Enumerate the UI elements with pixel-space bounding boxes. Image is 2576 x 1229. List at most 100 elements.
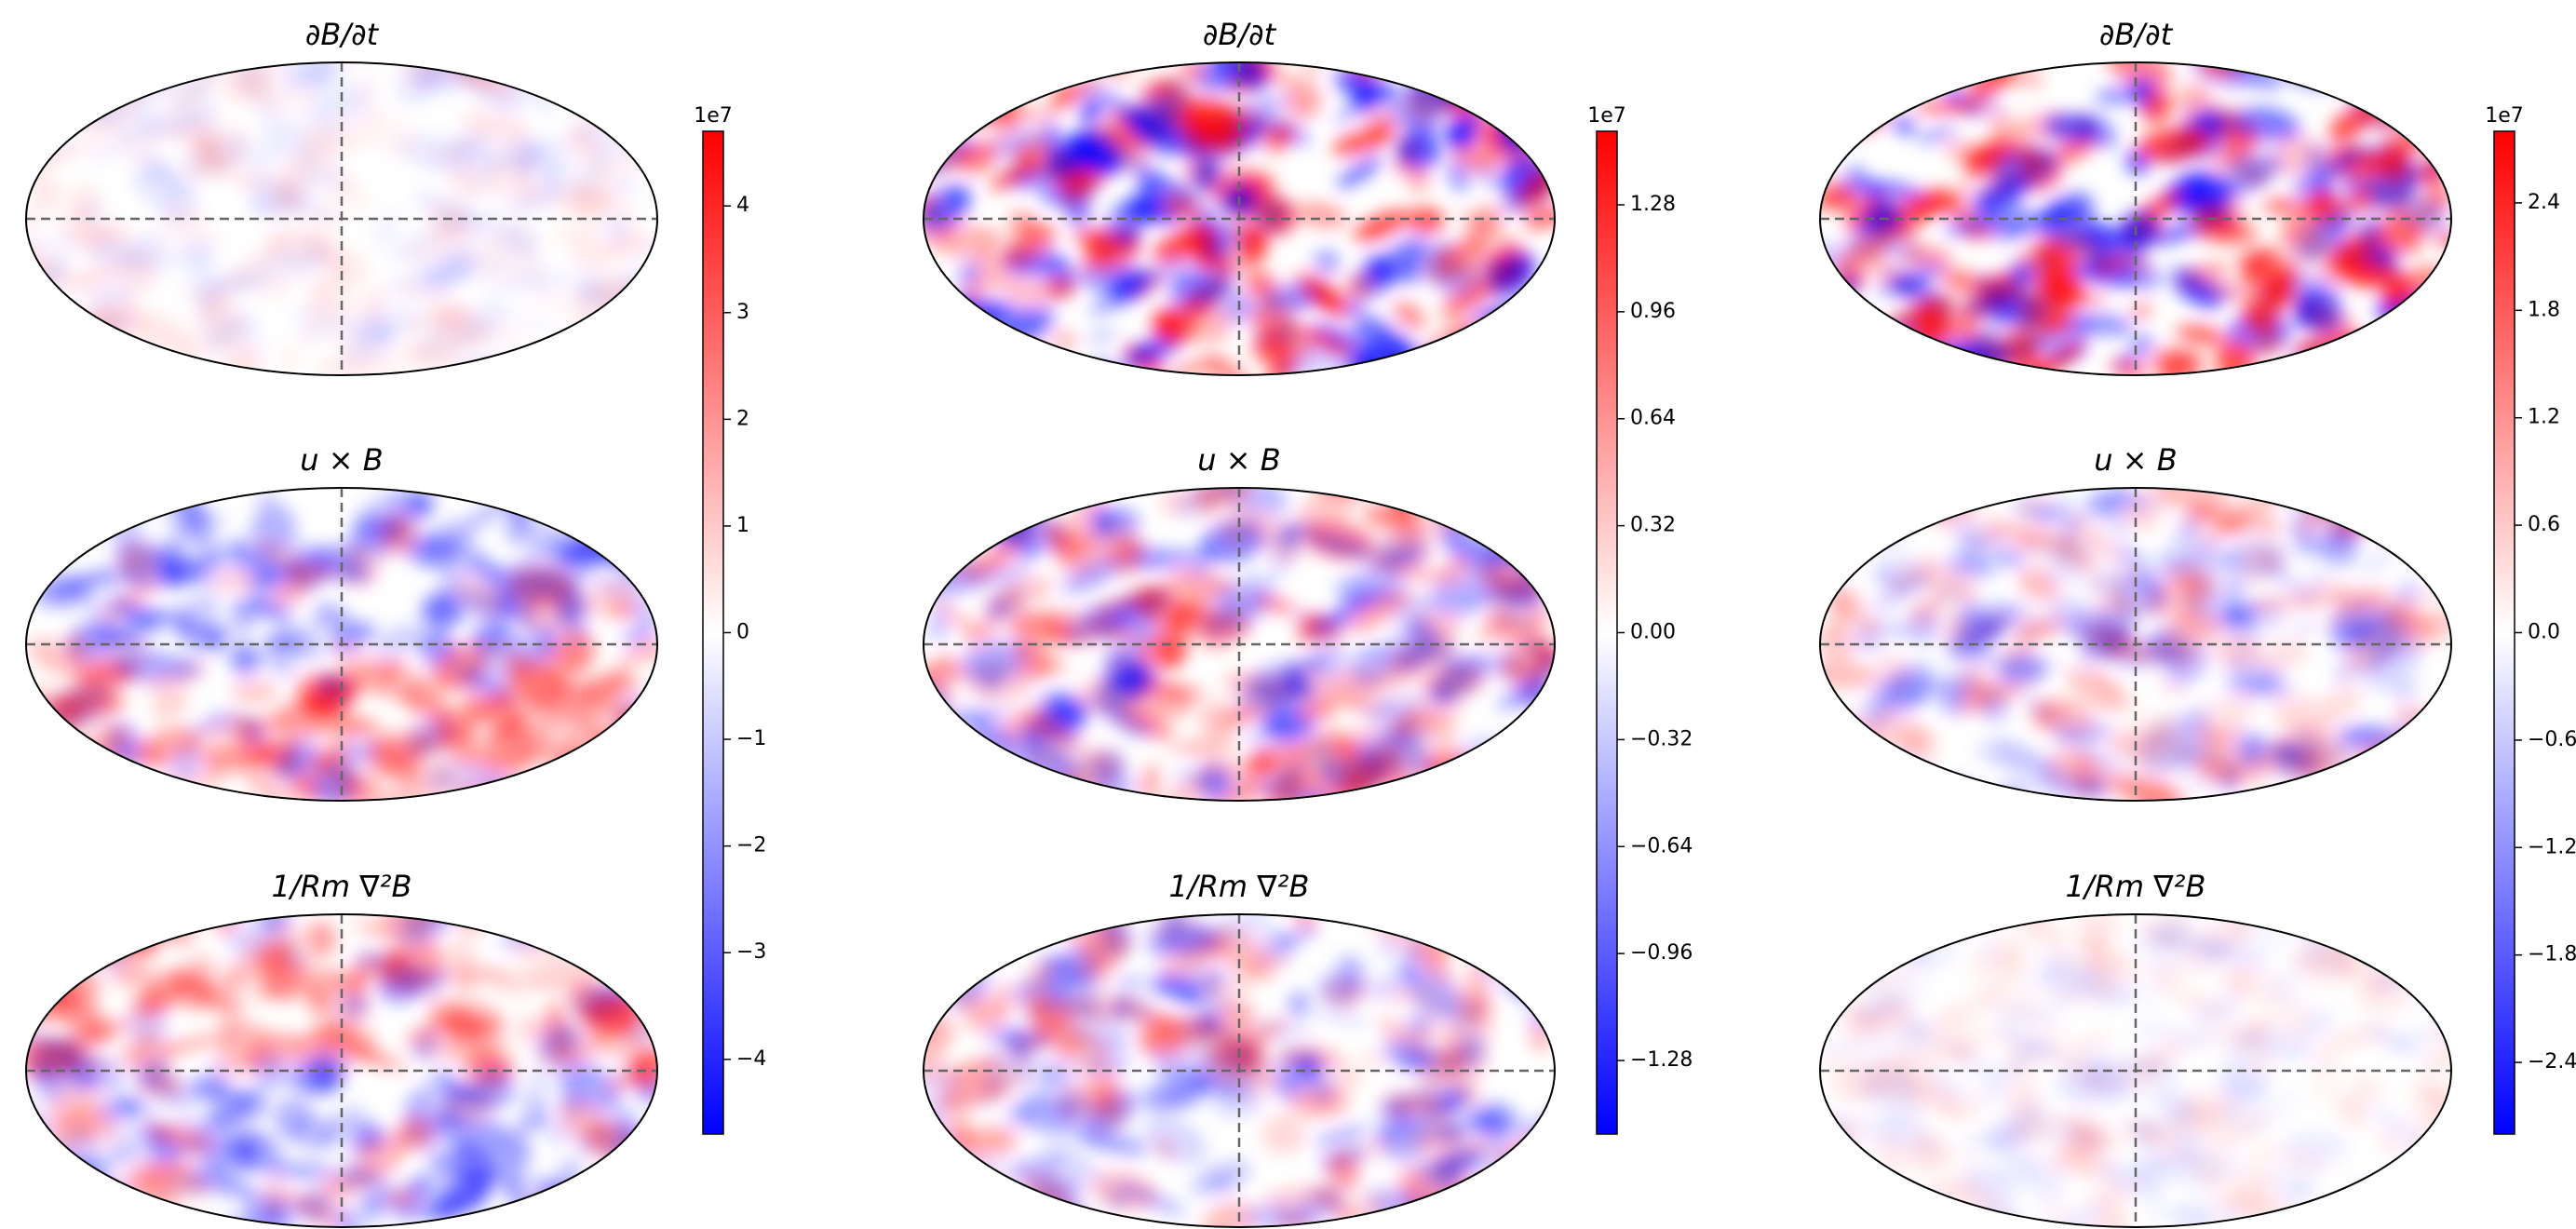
field-blob (500, 789, 521, 801)
colorbar-tick-label: 0.64 (1630, 407, 1676, 430)
field-blob (1995, 1157, 2070, 1194)
field-blob (2337, 62, 2394, 91)
field-blob (588, 1017, 639, 1060)
field-blob (1437, 239, 1503, 280)
field-blob (1517, 91, 1555, 129)
field-blob (390, 1166, 453, 1219)
field-blob (2219, 1151, 2243, 1177)
field-blob (1859, 185, 1884, 201)
field-blob (2008, 262, 2036, 286)
colorbar-tick-label: −0.6 (2528, 728, 2576, 751)
field-blob (924, 498, 960, 524)
field-blob (1504, 83, 1526, 123)
field-blob (924, 1182, 959, 1222)
field-blob (458, 660, 513, 691)
field-blobs (924, 914, 1555, 1227)
field-blob (402, 307, 467, 331)
field-blob (1179, 137, 1232, 155)
field-blob (924, 1153, 945, 1185)
field-blob (1382, 987, 1442, 1004)
field-blob (440, 1035, 499, 1063)
field-blob (1024, 960, 1057, 990)
field-blob (1993, 1006, 2062, 1022)
field-blob (1240, 663, 1299, 713)
field-blob (1859, 700, 1891, 728)
field-blob (928, 85, 960, 123)
field-blob (2148, 348, 2189, 371)
field-blob (587, 488, 641, 512)
field-blob (2239, 1091, 2300, 1137)
field-blob (2197, 726, 2222, 742)
field-blob (553, 226, 595, 245)
field-blob (94, 503, 127, 528)
field-blob (1522, 955, 1555, 993)
field-blob (1014, 357, 1037, 375)
field-blob (381, 516, 416, 555)
field-blob (506, 778, 543, 801)
field-blob (1523, 488, 1555, 512)
field-blob (933, 947, 974, 986)
panel-title: u × B (2094, 442, 2177, 478)
field-blob (2277, 751, 2318, 770)
field-blob (1506, 951, 1555, 993)
field-blob (131, 969, 188, 1020)
map-outline (923, 61, 1556, 376)
field-blob (1995, 664, 2023, 686)
field-blob (2378, 914, 2414, 938)
field-blob (268, 230, 293, 255)
field-blob (441, 1088, 479, 1102)
field-blob (2396, 771, 2451, 801)
field-blob (176, 971, 237, 1016)
field-blob (1876, 1031, 1939, 1056)
field-blob (1931, 671, 1978, 699)
field-blob (1871, 62, 1908, 80)
field-blob (2380, 927, 2407, 956)
field-blob (1904, 1077, 1947, 1099)
field-blob (1126, 548, 1198, 570)
field-blob (989, 161, 1037, 191)
field-blob (1272, 125, 1295, 145)
field-blob (1153, 624, 1190, 660)
field-blob (935, 601, 978, 635)
field-blob (578, 914, 618, 939)
field-blob (924, 781, 948, 801)
field-blob (63, 685, 122, 712)
field-blob (1942, 1179, 2003, 1215)
field-blob (558, 1085, 584, 1117)
field-blob (2146, 1204, 2205, 1227)
field-blob (236, 1087, 267, 1120)
field-blob (1820, 604, 1866, 645)
field-blob (1393, 935, 1451, 962)
field-blob (400, 281, 423, 298)
field-blob (174, 655, 202, 681)
field-blob (2178, 706, 2210, 735)
field-blob (402, 1008, 465, 1045)
field-blob (2135, 1115, 2162, 1147)
field-blob (1820, 1160, 1875, 1180)
field-blob (1421, 1095, 1449, 1120)
colorbar-offset: 1e7 (1587, 104, 1626, 128)
field-blob (924, 1179, 953, 1218)
colorbar-offset: 1e7 (2485, 104, 2524, 128)
field-blob (28, 522, 69, 549)
field-blob (1974, 175, 2031, 213)
field-blob (241, 1033, 308, 1069)
field-blob (59, 772, 115, 801)
field-blob (1475, 166, 1517, 196)
field-blob (1147, 974, 1199, 997)
field-blob (198, 762, 230, 785)
field-blob (479, 151, 533, 198)
field (924, 914, 1555, 1227)
field-blob (2086, 558, 2149, 597)
colorbar-tick-label: −1.28 (1630, 1048, 1693, 1072)
field-blob (2412, 102, 2437, 126)
field-blob (407, 337, 464, 371)
field-blobs (1820, 488, 2451, 801)
field-blob (1338, 73, 1397, 99)
field-blob (2340, 914, 2382, 948)
field-blob (2397, 1196, 2423, 1220)
field-blob (34, 986, 101, 1021)
field-blob (51, 947, 81, 964)
field-blob (2379, 213, 2423, 255)
field-blob (158, 122, 221, 143)
